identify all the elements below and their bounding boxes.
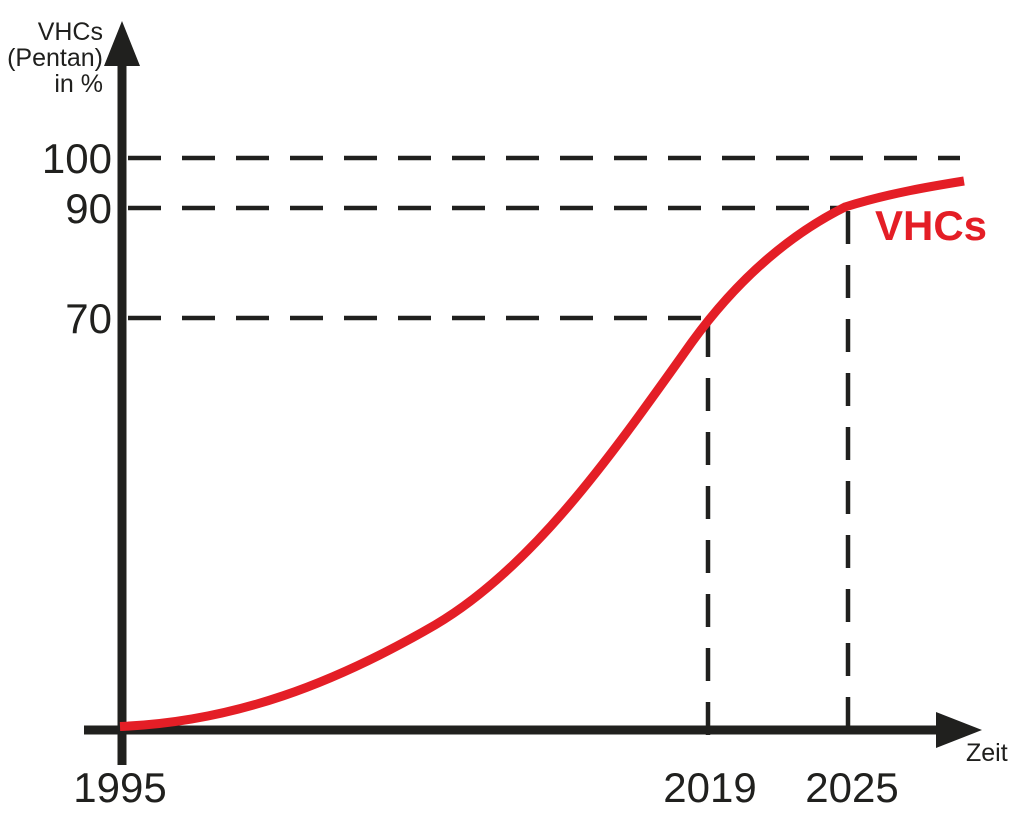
y-axis-title-line-1: VHCs [38, 18, 103, 46]
x-tick-label-2025: 2025 [805, 764, 898, 811]
y-tick-label-70: 70 [65, 295, 112, 342]
x-tick-label-1995: 1995 [73, 764, 166, 811]
vhcs-curve [119, 176, 965, 731]
curve-label-vhcs: VHCs [875, 202, 987, 249]
x-axis-title: Zeit [966, 739, 1008, 767]
x-tick-label-2019: 2019 [663, 764, 756, 811]
y-tick-label-90: 90 [65, 185, 112, 232]
x-axis-arrowhead-icon [936, 712, 982, 748]
y-axis-arrowhead-icon [104, 21, 140, 66]
y-axis-title-line-3: in % [54, 70, 103, 98]
y-axis-title-line-2: (Pentan) [7, 44, 103, 72]
y-tick-label-100: 100 [42, 135, 112, 182]
